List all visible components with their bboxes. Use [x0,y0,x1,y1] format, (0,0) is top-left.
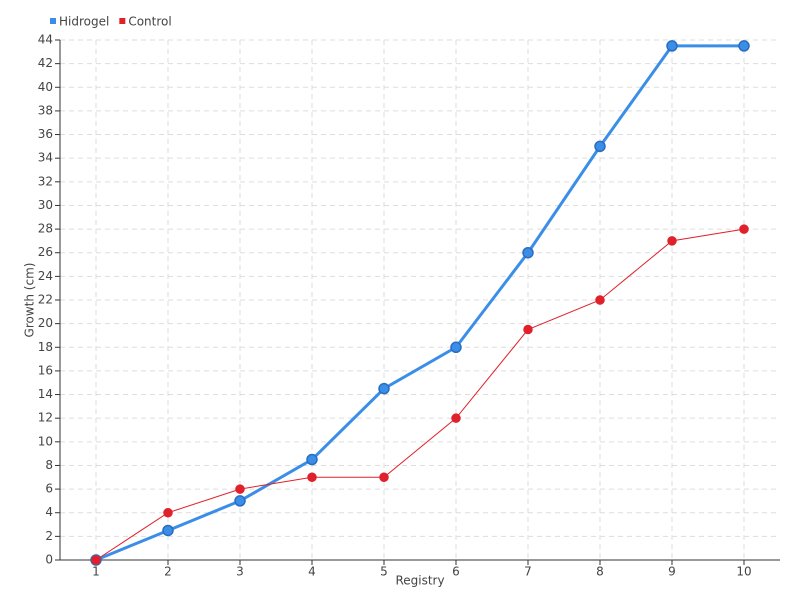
y-tick-label: 26 [38,245,53,259]
y-tick-label: 40 [38,80,53,94]
data-point [523,324,533,335]
x-tick-label: 9 [668,565,676,579]
legend-label: Hidrogel [59,15,109,29]
data-point [594,140,606,153]
x-tick-label: 4 [308,565,316,579]
data-point [450,341,462,354]
y-tick-label: 14 [38,387,53,401]
y-tick-label: 32 [38,174,53,188]
legend-swatch [50,18,56,24]
data-point [306,453,318,466]
y-tick-label: 24 [38,269,53,283]
x-tick-label: 2 [164,565,172,579]
y-tick-label: 44 [38,33,53,47]
x-tick-label: 5 [380,565,388,579]
legend-swatch [119,18,126,24]
series-line [95,44,744,562]
y-tick-label: 42 [38,56,53,70]
data-point [307,472,317,483]
y-tick-label: 6 [45,482,53,496]
y-tick-label: 4 [45,505,53,519]
y-tick-label: 22 [38,293,53,307]
x-tick-label: 10 [736,565,751,579]
data-point [739,224,749,234]
y-tick-label: 16 [38,363,53,377]
y-tick-label: 2 [45,529,53,543]
y-tick-label: 30 [38,198,53,212]
y-tick-label: 0 [45,553,53,567]
legend-label: Control [128,15,171,29]
data-point [666,40,678,52]
data-point [522,246,534,259]
y-tick-label: 28 [38,222,53,236]
data-point [378,382,390,395]
y-tick-label: 38 [38,103,53,117]
series-line [95,228,745,561]
x-tick-label: 3 [236,565,244,579]
x-tick-label: 6 [452,565,460,579]
y-tick-label: 36 [38,127,53,141]
data-point [451,413,461,423]
x-tick-label: 7 [524,565,532,579]
data-point [379,472,389,483]
y-axis-label: Growth (cm) [23,263,37,338]
y-tick-label: 10 [38,434,53,448]
data-point [235,484,245,494]
data-point [667,236,677,246]
data-point [738,40,750,52]
y-tick-label: 18 [38,340,53,354]
y-tick-label: 12 [38,411,53,425]
y-tick-label: 20 [38,316,53,330]
x-tick-label: 8 [596,565,604,579]
data-point [234,495,246,507]
data-point [163,507,173,518]
y-tick-label: 8 [45,458,53,472]
y-tick-label: 34 [38,151,53,165]
x-axis-label: Registry [395,574,444,588]
x-tick-label: 1 [92,565,100,579]
data-point [91,555,101,565]
data-point [595,295,605,305]
data-point [162,524,174,537]
